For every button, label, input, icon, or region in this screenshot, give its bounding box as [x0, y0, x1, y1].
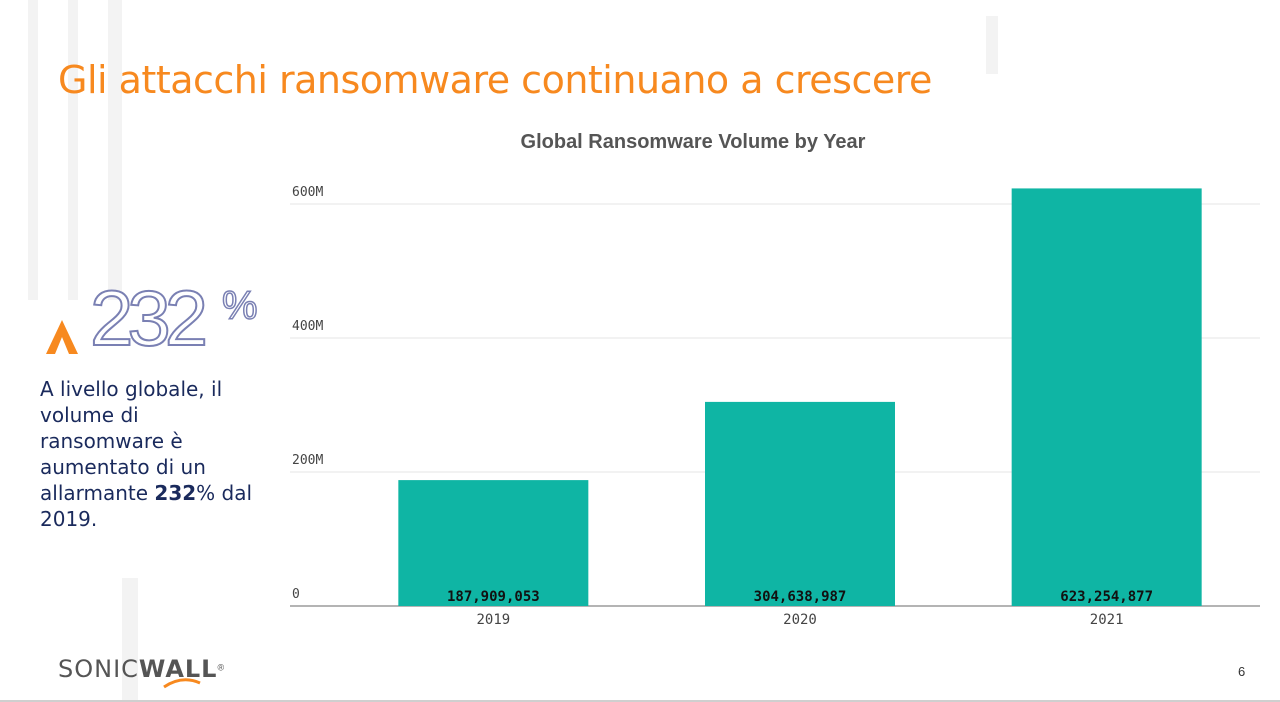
background-stripe: [68, 0, 78, 300]
logo-text-sonic: SONIC: [58, 655, 139, 683]
bar-value-label: 304,638,987: [754, 589, 847, 605]
bar-value-label: 623,254,877: [1060, 589, 1153, 605]
bottom-divider: [0, 700, 1280, 702]
bar-2019: [398, 480, 589, 606]
stat-number: 232: [89, 274, 209, 362]
chart-title: Global Ransomware Volume by Year: [521, 131, 866, 153]
logo-text-wall: WALL: [138, 655, 218, 683]
y-tick-label: 200M: [292, 453, 323, 468]
background-stripe: [986, 16, 998, 74]
page-number: 6: [1238, 664, 1246, 679]
x-tick-label: 2020: [783, 612, 817, 628]
bar-2020: [705, 401, 895, 606]
slide-title: Gli attacchi ransomware continuano a cre…: [58, 58, 932, 102]
background-stripe: [28, 0, 38, 300]
stat-description: A livello globale, il volume di ransomwa…: [40, 376, 260, 532]
description-text: A livello globale, il volume di ransomwa…: [40, 377, 223, 505]
stat-percent: %: [221, 284, 258, 328]
y-tick-label: 0: [292, 587, 300, 602]
description-text-end: % dal 2019.: [40, 481, 253, 531]
bar-chart: Global Ransomware Volume by Year 0 200M 40…: [290, 131, 1260, 628]
bar-2021: [1011, 188, 1202, 606]
background-stripe: [122, 578, 138, 702]
x-tick-label: 2021: [1090, 612, 1124, 628]
y-tick-label: 600M: [292, 185, 323, 200]
logo-registered-mark: ®: [217, 662, 225, 673]
swoosh-icon: [163, 678, 201, 689]
y-tick-label: 400M: [292, 319, 323, 334]
description-highlight: 232: [154, 481, 197, 505]
x-tick-label: 2019: [476, 612, 510, 628]
sonicwall-logo: SONICWALL®: [58, 655, 225, 689]
caret-up-icon: [46, 320, 78, 354]
background-stripe: [108, 0, 122, 300]
bar-value-label: 187,909,053: [447, 589, 540, 605]
